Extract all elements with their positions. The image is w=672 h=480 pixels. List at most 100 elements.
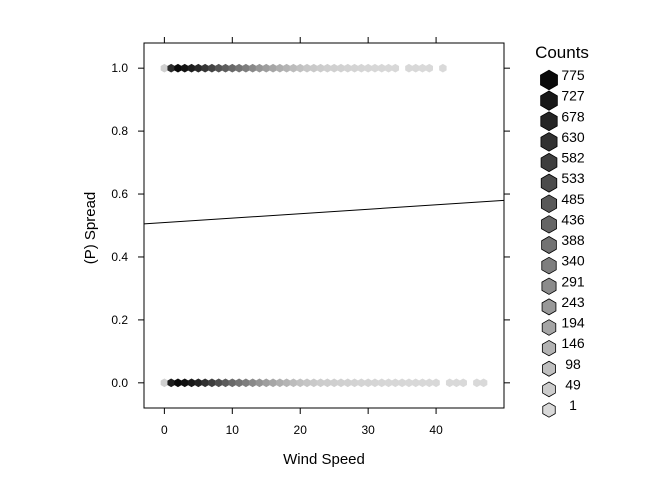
hexbin-cell (187, 63, 196, 73)
hexbin-cell (337, 63, 345, 73)
hexbin-cell (330, 63, 338, 73)
hexbin-cell (310, 63, 318, 73)
hexbin-cell (201, 378, 209, 388)
legend-title: Counts (535, 43, 589, 62)
hexbin-cell (364, 378, 372, 388)
legend-swatch (541, 319, 557, 336)
hexbin-cell (242, 63, 250, 73)
legend-label: 1 (569, 397, 577, 413)
legend-swatch (540, 173, 558, 193)
hexbin-cell (344, 378, 352, 388)
hexbin-cell (439, 63, 447, 73)
legend: Counts 775 727 678 630 582 533 485 436 388 340 291… (535, 43, 589, 418)
legend-swatch (541, 298, 557, 316)
legend-swatch (541, 256, 557, 275)
legend-label: 291 (561, 273, 585, 289)
y-tick-label: 0.4 (111, 250, 128, 264)
hexbin-cell (242, 378, 250, 388)
hexbin-cell (167, 63, 175, 73)
legend-label: 98 (565, 356, 581, 372)
hexbin-cell (228, 63, 237, 73)
hexbin-cells (160, 63, 488, 388)
x-axis: 0 10 20 30 40 (161, 37, 443, 437)
hexbin-cell (425, 63, 434, 73)
hexbin-cell (194, 63, 203, 73)
hexbin-cell (371, 378, 379, 388)
hexbin-cell (316, 378, 325, 388)
hexbin-cell (167, 378, 175, 388)
hexbin-cell (479, 378, 488, 388)
hexbin-cell (269, 378, 277, 388)
hexbin-cell (391, 63, 400, 73)
hexbin-cell (201, 63, 209, 73)
legend-swatch (540, 132, 558, 152)
legend-swatch (541, 339, 557, 357)
hexbin-cell (289, 63, 298, 73)
legend-label: 340 (561, 253, 585, 269)
hexbin-cell (323, 63, 332, 73)
x-tick-label: 20 (294, 423, 308, 437)
hexbin-cell (208, 378, 216, 388)
hexbin-cell (337, 378, 345, 388)
legend-label: 49 (565, 376, 581, 392)
hexbin-cell (296, 63, 304, 73)
legend-label: 243 (561, 294, 585, 310)
y-axis-title: (P) Spread (82, 192, 99, 265)
hexbin-cell (228, 378, 237, 388)
hexbin-cell (276, 63, 284, 73)
legend-swatch (540, 111, 558, 132)
hexbin-cell (323, 378, 332, 388)
hexbin-cell (411, 378, 420, 388)
hexbin-cell (221, 378, 230, 388)
y-tick-label: 0.2 (111, 313, 128, 327)
legend-swatch (542, 381, 556, 398)
hexbin-cell (378, 63, 386, 73)
x-tick-label: 0 (161, 423, 168, 437)
legend-label: 678 (561, 108, 585, 124)
hexbin-cell (214, 378, 223, 388)
legend-label: 775 (561, 67, 585, 83)
hexbin-cell (357, 378, 366, 388)
hexbin-cell (418, 63, 427, 73)
x-axis-title: Wind Speed (283, 451, 365, 468)
x-tick-label: 30 (361, 423, 375, 437)
fit-line-group (143, 199, 505, 225)
hexbin-cell (255, 378, 264, 388)
hexbin-cell (384, 63, 393, 73)
legend-swatch (541, 236, 557, 254)
hexbin-cell (411, 63, 420, 73)
hexbin-cell (181, 63, 189, 73)
hexbin-cell (255, 63, 264, 73)
hexbin-cell (269, 63, 277, 73)
hexbin-cell (316, 63, 325, 73)
y-tick-label: 0.6 (111, 187, 128, 201)
hexbin-cell (235, 63, 243, 73)
hexbin-cell (391, 378, 400, 388)
legend-label: 388 (561, 232, 585, 248)
legend-label: 582 (561, 150, 585, 166)
hexbin-cell (296, 378, 304, 388)
hexbin-cell (303, 378, 311, 388)
legend-swatch (540, 194, 558, 214)
hexbin-cell (418, 378, 427, 388)
y-tick-label: 0.8 (111, 124, 128, 138)
hexbin-cell (174, 378, 182, 388)
hexbin-cell (405, 378, 413, 388)
hexbin-cell (330, 378, 338, 388)
hexbin-cell (364, 63, 372, 73)
hexbin-cell (405, 63, 413, 73)
hexbin-cell (378, 378, 386, 388)
hexbin-cell (194, 378, 203, 388)
y-axis: 0.0 0.2 0.4 0.6 0.8 1.0 (111, 61, 510, 390)
hexbin-cell (214, 63, 223, 73)
legend-swatch (541, 277, 557, 295)
legend-label: 146 (561, 335, 585, 351)
hexbin-cell (276, 378, 284, 388)
fit-line (143, 199, 505, 225)
hexbin-cell (160, 63, 169, 73)
legend-label: 436 (561, 211, 585, 227)
legend-swatch (541, 215, 557, 234)
plot-frame (143, 42, 505, 409)
